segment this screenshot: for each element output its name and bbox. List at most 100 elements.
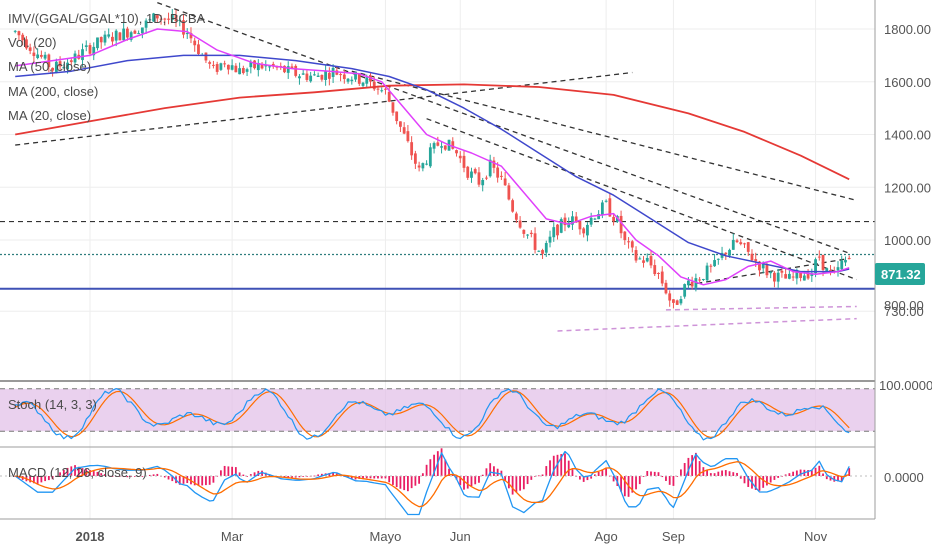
macd-histogram-bar [407,476,409,492]
macd-histogram-bar [470,476,473,487]
candle-body [529,232,533,235]
candle-body [660,271,664,284]
candle-body [193,40,197,46]
candle-body [39,54,43,57]
macd-histogram-bar [739,476,742,479]
candle-body [574,216,578,223]
candle-body [713,260,716,267]
macd-histogram-bar [133,476,136,477]
last-price-label: 871.32 [881,267,921,282]
macd-histogram-bar [328,472,331,476]
candle-body [395,111,399,122]
macd-histogram-bar [410,476,413,489]
candle-body [174,14,178,22]
macd-histogram-bar [212,476,215,483]
legend-macd: MACD (12, 26, close, 9) [8,465,147,480]
candle-body [66,62,69,70]
candle-body [215,64,219,72]
macd-histogram-bar [388,476,391,483]
candle-body [716,258,720,260]
candle-body [440,146,443,148]
macd-histogram-bar [814,467,817,476]
candle-body [619,215,623,234]
macd-histogram-bar [246,476,248,477]
trendline-upper-resistance-2 [351,70,857,202]
candle-body [701,279,705,281]
candle-body [436,142,440,146]
candle-body [103,34,107,43]
macd-histogram-bar [448,468,450,476]
candle-body [69,60,73,63]
candle-body [99,37,103,43]
macd-histogram-bar [560,454,563,476]
macd-histogram-bar [220,470,222,476]
macd-histogram-bar [567,460,570,476]
candle-body [672,299,675,303]
macd-histogram-bar [137,476,140,477]
candle-body [28,47,32,51]
candle-body [159,18,163,20]
candle-body [425,163,428,165]
candle-body [548,236,552,243]
time-tick-label: Mar [221,529,244,544]
macd-histogram-bar [182,476,185,484]
candle-body [503,178,507,186]
candle-body [163,18,167,20]
legend-ma200: MA (200, close) [8,84,98,99]
candle-body [593,218,597,220]
macd-histogram-bar [848,468,851,476]
candle-body [485,177,488,179]
macd-histogram-bar [519,476,521,491]
stoch-axis-label: 100.0000 [879,378,932,393]
candle-body [443,145,447,150]
macd-histogram-bar [579,476,581,480]
candle-body [253,60,256,69]
candle-body [197,44,200,55]
macd-histogram-bar [474,476,477,485]
macd-histogram-bar [552,455,555,476]
macd-histogram-bar [773,476,776,480]
candle-body [743,243,746,245]
candle-body [795,269,799,279]
candle-body [305,73,309,80]
macd-histogram-bar [792,471,795,476]
candle-body [563,217,567,226]
macd-histogram-bar [459,476,462,486]
macd-histogram-bar [74,465,76,476]
macd-histogram-bar [766,476,768,486]
candle-body [185,33,189,35]
trendline-mid-descending [426,118,857,281]
time-axis: 2018 Mar Mayo Jun Ago Sep Nov [76,529,828,544]
candle-body [821,254,825,270]
macd-histogram-bar [537,475,540,477]
macd-histogram-bar [522,476,525,490]
candle-body [111,36,114,42]
candle-body [413,153,417,164]
macd-histogram-bar [728,471,731,476]
candle-body [167,18,170,20]
macd-histogram-bar [683,463,686,476]
candle-body [372,81,376,90]
candle-body [316,75,320,77]
candle-body [51,67,54,71]
candle-body [380,90,384,92]
candle-body [806,273,810,279]
macd-histogram-bar [107,475,110,477]
candle-body [589,217,593,225]
macd-histogram-bar [261,470,263,476]
candle-body [600,202,604,216]
macd-histogram-bar [713,473,716,476]
macd-histogram-bar [77,466,80,476]
macd-histogram-bar [676,476,679,477]
candle-body [537,250,541,252]
candle-body [268,66,271,68]
macd-histogram-bar [332,472,334,476]
macd-histogram-bar [582,476,585,482]
macd-histogram-bar [597,472,600,476]
candle-body [473,169,477,174]
macd-histogram-bar [743,476,746,484]
macd-histogram-bar [564,453,566,476]
ma50-line [15,54,850,273]
time-tick-label: Ago [595,529,618,544]
time-tick-label: 2018 [76,529,105,544]
